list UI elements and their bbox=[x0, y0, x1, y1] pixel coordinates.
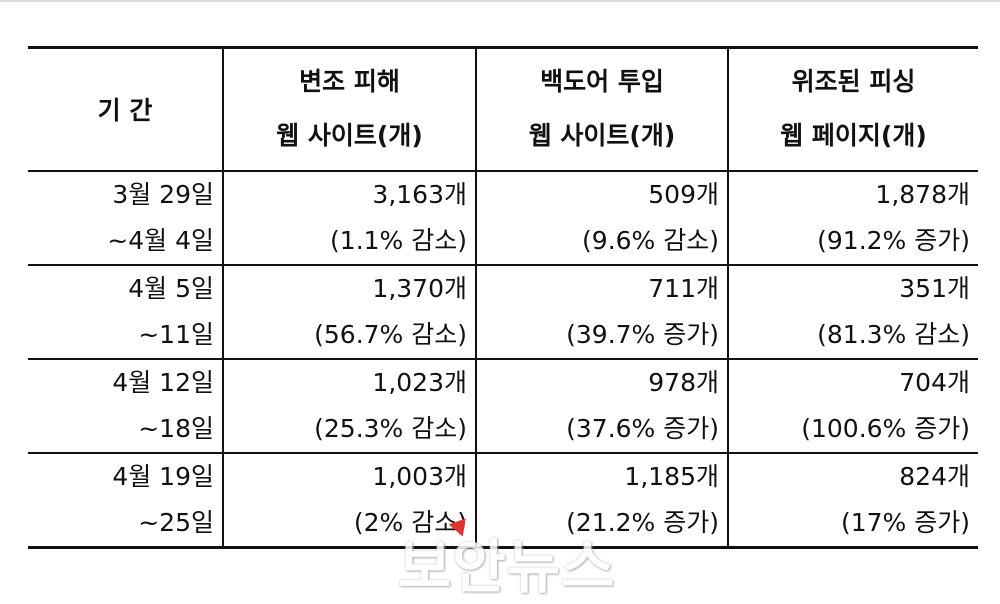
change-value: (21.2% 증가) bbox=[566, 507, 719, 537]
table-row: 4월 19일 ~25일 1,003개 (2% 감소) 1,185개 (21.2%… bbox=[28, 451, 978, 549]
data-cell: 3,163개 (1.1% 감소) bbox=[222, 169, 476, 266]
period-cell: 3월 29일 ~4월 4일 bbox=[28, 169, 224, 266]
column-header-line1: 변조 피해 bbox=[299, 67, 400, 97]
count-value: 711개 bbox=[648, 273, 719, 303]
change-value: (91.2% 증가) bbox=[817, 225, 970, 255]
column-header-line2: 웹 사이트(개) bbox=[528, 121, 676, 151]
count-value: 1,370개 bbox=[372, 273, 467, 303]
weekly-stats-table: 기 간 변조 피해 웹 사이트(개) 백도어 투입 웹 사이트(개) 위조된 피… bbox=[28, 46, 978, 549]
data-cell: 1,023개 (25.3% 감소) bbox=[222, 357, 476, 454]
top-divider bbox=[0, 0, 1000, 2]
count-value: 509개 bbox=[648, 179, 719, 209]
change-value: (39.7% 증가) bbox=[566, 319, 719, 349]
count-value: 1,003개 bbox=[372, 461, 467, 491]
period-cell: 4월 19일 ~25일 bbox=[28, 451, 224, 549]
column-header-line1: 백도어 투입 bbox=[540, 67, 664, 97]
period-cell: 4월 5일 ~11일 bbox=[28, 263, 224, 360]
period-end: ~4월 4일 bbox=[107, 225, 214, 255]
count-value: 351개 bbox=[899, 273, 970, 303]
change-value: (17% 증가) bbox=[840, 507, 970, 537]
count-value: 1,185개 bbox=[624, 461, 719, 491]
count-value: 704개 bbox=[899, 367, 970, 397]
column-header-line2: 웹 페이지(개) bbox=[780, 121, 927, 151]
change-value: (1.1% 감소) bbox=[330, 225, 467, 255]
data-cell: 1,370개 (56.7% 감소) bbox=[222, 263, 476, 360]
period-cell: 4월 12일 ~18일 bbox=[28, 357, 224, 454]
column-header-line1: 위조된 피싱 bbox=[791, 67, 916, 97]
data-cell: 711개 (39.7% 증가) bbox=[475, 263, 728, 360]
table-row: 3월 29일 ~4월 4일 3,163개 (1.1% 감소) 509개 (9.6… bbox=[28, 169, 978, 266]
period-start: 4월 5일 bbox=[128, 273, 214, 303]
column-header-backdoor-sites: 백도어 투입 웹 사이트(개) bbox=[475, 46, 728, 172]
data-cell: 1,878개 (91.2% 증가) bbox=[727, 169, 978, 266]
period-end: ~11일 bbox=[138, 319, 214, 349]
column-header-defaced-sites: 변조 피해 웹 사이트(개) bbox=[222, 46, 476, 172]
header-row: 기 간 변조 피해 웹 사이트(개) 백도어 투입 웹 사이트(개) 위조된 피… bbox=[28, 46, 978, 172]
count-value: 3,163개 bbox=[372, 179, 467, 209]
change-value: (56.7% 감소) bbox=[314, 319, 467, 349]
period-end: ~18일 bbox=[138, 413, 214, 443]
data-cell: 351개 (81.3% 감소) bbox=[727, 263, 978, 360]
change-value: (2% 감소) bbox=[353, 507, 467, 537]
count-value: 1,023개 bbox=[372, 367, 467, 397]
data-cell: 704개 (100.6% 증가) bbox=[727, 357, 978, 454]
column-header-line2: 웹 사이트(개) bbox=[276, 121, 423, 151]
period-header: 기 간 bbox=[28, 46, 224, 172]
table-row: 4월 5일 ~11일 1,370개 (56.7% 감소) 711개 (39.7%… bbox=[28, 263, 978, 360]
period-start: 4월 12일 bbox=[112, 367, 214, 397]
change-value: (100.6% 증가) bbox=[801, 413, 970, 443]
count-value: 824개 bbox=[899, 461, 970, 491]
count-value: 1,878개 bbox=[875, 179, 970, 209]
change-value: (25.3% 감소) bbox=[314, 413, 467, 443]
period-header-label: 기 간 bbox=[97, 96, 153, 126]
period-end: ~25일 bbox=[138, 507, 214, 537]
change-value: (37.6% 증가) bbox=[566, 413, 719, 443]
data-cell: 824개 (17% 증가) bbox=[727, 451, 978, 549]
column-header-phishing-pages: 위조된 피싱 웹 페이지(개) bbox=[727, 46, 978, 172]
change-value: (81.3% 감소) bbox=[817, 319, 970, 349]
period-start: 4월 19일 bbox=[112, 461, 214, 491]
period-start: 3월 29일 bbox=[112, 179, 214, 209]
table-row: 4월 12일 ~18일 1,023개 (25.3% 감소) 978개 (37.6… bbox=[28, 357, 978, 454]
data-cell: 1,003개 (2% 감소) bbox=[222, 451, 476, 549]
change-value: (9.6% 감소) bbox=[582, 225, 719, 255]
data-cell: 1,185개 (21.2% 증가) bbox=[475, 451, 728, 549]
data-cell: 978개 (37.6% 증가) bbox=[475, 357, 728, 454]
count-value: 978개 bbox=[648, 367, 719, 397]
data-cell: 509개 (9.6% 감소) bbox=[475, 169, 728, 266]
